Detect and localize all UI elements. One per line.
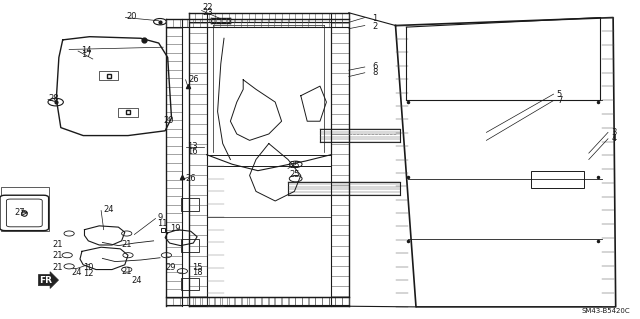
- FancyBboxPatch shape: [0, 195, 49, 231]
- Text: 6: 6: [372, 63, 378, 71]
- Text: 24: 24: [131, 276, 141, 285]
- Bar: [181, 239, 199, 252]
- Text: 10: 10: [83, 263, 93, 272]
- Text: 26: 26: [189, 75, 200, 84]
- Text: 14: 14: [81, 46, 91, 55]
- Text: 9: 9: [157, 213, 163, 222]
- Text: 24: 24: [104, 205, 114, 214]
- Bar: [181, 278, 199, 290]
- Bar: [181, 198, 199, 211]
- Text: 21: 21: [52, 263, 63, 272]
- Text: 23: 23: [202, 8, 213, 17]
- Text: 21: 21: [122, 267, 132, 276]
- Bar: [1, 187, 49, 231]
- Text: 24: 24: [72, 268, 82, 277]
- Text: 20: 20: [127, 12, 137, 21]
- Text: 7: 7: [557, 96, 562, 105]
- Text: FR: FR: [40, 276, 52, 285]
- Text: 3: 3: [611, 128, 616, 137]
- Text: 22: 22: [202, 3, 212, 11]
- Text: 25: 25: [289, 170, 300, 179]
- Text: 15: 15: [192, 263, 202, 272]
- Text: 21: 21: [52, 241, 63, 249]
- Bar: [118, 108, 138, 117]
- Text: SM43-B5420C: SM43-B5420C: [582, 308, 630, 314]
- Text: 11: 11: [157, 219, 168, 228]
- Text: 26: 26: [186, 174, 196, 182]
- Text: 21: 21: [52, 251, 63, 260]
- Text: 13: 13: [188, 142, 198, 151]
- Text: 12: 12: [83, 269, 93, 278]
- Text: 16: 16: [188, 147, 198, 156]
- Text: 5: 5: [557, 90, 562, 99]
- Text: 28: 28: [49, 94, 60, 103]
- Bar: [531, 171, 584, 188]
- Text: 25: 25: [289, 161, 300, 170]
- Text: 17: 17: [81, 50, 92, 59]
- Text: 8: 8: [372, 68, 378, 77]
- Text: 20: 20: [164, 116, 174, 125]
- Text: 29: 29: [165, 263, 175, 272]
- Text: 21: 21: [122, 241, 132, 249]
- Text: 1: 1: [372, 14, 378, 23]
- Text: 27: 27: [14, 208, 25, 217]
- FancyBboxPatch shape: [6, 199, 42, 227]
- Text: 18: 18: [192, 268, 203, 277]
- Text: 2: 2: [372, 22, 378, 31]
- Text: 19: 19: [170, 224, 180, 233]
- Bar: [99, 71, 118, 80]
- Text: 4: 4: [611, 134, 616, 143]
